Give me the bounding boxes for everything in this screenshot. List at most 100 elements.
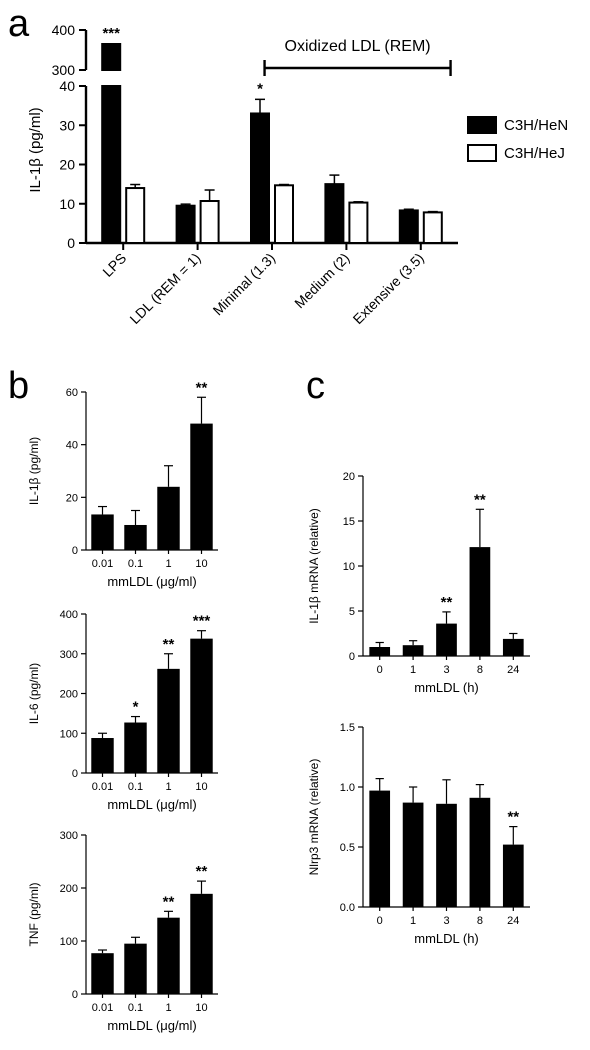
y-tick-label: 20 [59, 157, 75, 173]
significance-label: ** [474, 491, 486, 508]
bar-c3h-hej-extensive-3-5 [422, 211, 443, 244]
y-tick-label: 300 [52, 62, 76, 78]
x-tick-label: 10 [195, 558, 207, 570]
y-tick-label: 0 [72, 545, 78, 557]
x-tick-label: 3 [443, 915, 449, 927]
bar-10 [190, 638, 213, 773]
x-axis-label: mmLDL (μg/ml) [107, 574, 196, 589]
y-tick-label: 0 [72, 768, 78, 780]
bar-0-01 [91, 514, 114, 550]
bar-0-01 [91, 953, 114, 994]
bar-c3h-hej-lps [125, 187, 146, 245]
panel-letter-b: b [8, 365, 29, 407]
x-tick-label: 8 [477, 664, 483, 676]
y-axis-label: TNF (pg/ml) [27, 883, 41, 947]
x-tick-label: 1 [165, 558, 171, 570]
legend-swatch-c3h-hen [467, 116, 497, 134]
y-tick-label: 100 [60, 936, 78, 948]
y-tick-label: 0.5 [340, 842, 355, 854]
y-tick-label: 0 [72, 989, 78, 1001]
significance-label: ** [163, 636, 175, 653]
bar-24 [502, 638, 524, 656]
y-tick-label: 200 [60, 689, 78, 701]
bar-c3h-hen-medium-2 [324, 183, 345, 244]
bar-1 [157, 486, 180, 550]
bar-c3h-hej-ldl-rem-1 [199, 200, 220, 245]
x-tick-label: LDL (REM = 1) [126, 250, 203, 327]
significance-label: * [257, 80, 263, 97]
y-tick-label: 1.5 [340, 722, 355, 734]
y-tick-label: 10 [59, 196, 75, 212]
y-tick-label: 200 [60, 883, 78, 895]
panel-letter-a: a [8, 3, 30, 45]
y-axis-label: IL-6 (pg/ml) [27, 663, 41, 724]
y-tick-label: 0 [67, 235, 75, 251]
x-tick-label: 24 [507, 664, 519, 676]
bar-1 [157, 917, 180, 994]
x-tick-label: 0.01 [92, 558, 113, 570]
bracket-label: Oxidized LDL (REM) [285, 38, 431, 55]
y-tick-label: 15 [343, 516, 355, 528]
bar-0 [369, 647, 391, 656]
panel-c-il1b-mrna-chart: 0 5 10 15 20 0 1 3 ** 8 ** 24 IL-1β mRNA (relative) m… [307, 471, 530, 695]
legend-label-c3h-hen: C3H/HeN [504, 117, 568, 134]
y-tick-label: 300 [60, 649, 78, 661]
x-tick-label: 3 [443, 664, 449, 676]
legend-swatch-c3h-hej [467, 144, 497, 162]
y-tick-label: 400 [60, 609, 78, 621]
y-tick-label: 30 [59, 117, 75, 133]
y-axis-label: IL-1β (pg/ml) [27, 437, 41, 505]
bar-8 [469, 547, 491, 656]
bar-0 [369, 790, 391, 907]
panel-b-il1b-chart: 0 20 40 60 0.01 0.1 1 10 ** IL-1β (pg/ml) mmLDL (μ… [27, 379, 218, 589]
panel-b-tnf-chart: 0 100 200 300 0.01 0.1 1 ** 10 ** TNF (pg/ml) mmLDL… [27, 830, 218, 1033]
bar-0-1 [124, 722, 147, 773]
bar-0-1 [124, 943, 147, 994]
bar-c3h-hen-lps-lower [101, 85, 122, 244]
significance-label: *** [102, 25, 120, 42]
bar-10 [190, 423, 213, 550]
x-tick-label: Minimal (1.3) [210, 250, 279, 319]
x-tick-label: 0.1 [128, 1002, 143, 1014]
x-tick-label: LPS [99, 250, 129, 280]
y-axis-label: IL-1β mRNA (relative) [307, 508, 321, 624]
bar-c3h-hen-extensive-3-5 [398, 209, 419, 244]
bar-24 [502, 844, 524, 907]
x-tick-label: 10 [195, 781, 207, 793]
x-axis-label: mmLDL (μg/ml) [107, 797, 196, 812]
bar-c3h-hej-minimal-1-3 [274, 184, 294, 245]
legend-label-c3h-hej: C3H/HeJ [504, 145, 565, 162]
x-tick-label: 8 [477, 915, 483, 927]
x-tick-label: 1 [410, 664, 416, 676]
x-tick-label: 0 [377, 915, 383, 927]
bar-c3h-hen-lps-upper [101, 43, 122, 71]
significance-label: ** [163, 893, 175, 910]
x-tick-label: 1 [165, 781, 171, 793]
bar-c3h-hen-ldl-rem-1 [175, 204, 196, 244]
bar-10 [190, 893, 213, 994]
x-axis-label: mmLDL (μg/ml) [107, 1018, 196, 1033]
x-tick-label: 10 [195, 1002, 207, 1014]
x-tick-label: 1 [165, 1002, 171, 1014]
bar-1 [157, 668, 180, 773]
y-tick-label: 20 [66, 492, 78, 504]
x-axis-label: mmLDL (h) [414, 931, 479, 946]
bar-0-01 [91, 738, 114, 773]
x-tick-label: 0 [377, 664, 383, 676]
significance-label: ** [196, 379, 208, 396]
significance-label: *** [193, 613, 211, 630]
y-tick-label: 0.0 [340, 902, 355, 914]
y-axis-label: Nlrp3 mRNA (relative) [307, 759, 321, 876]
x-tick-label: Extensive (3.5) [350, 250, 427, 327]
y-tick-label: 10 [343, 561, 355, 573]
y-tick-label: 40 [66, 440, 78, 452]
x-tick-label: 0.1 [128, 558, 143, 570]
y-tick-label: 300 [60, 830, 78, 842]
x-tick-label: 24 [507, 915, 519, 927]
y-tick-label: 20 [343, 471, 355, 483]
bar-8 [469, 797, 491, 907]
significance-label: ** [507, 809, 519, 826]
bar-c3h-hen-minimal-1-3 [250, 112, 270, 244]
